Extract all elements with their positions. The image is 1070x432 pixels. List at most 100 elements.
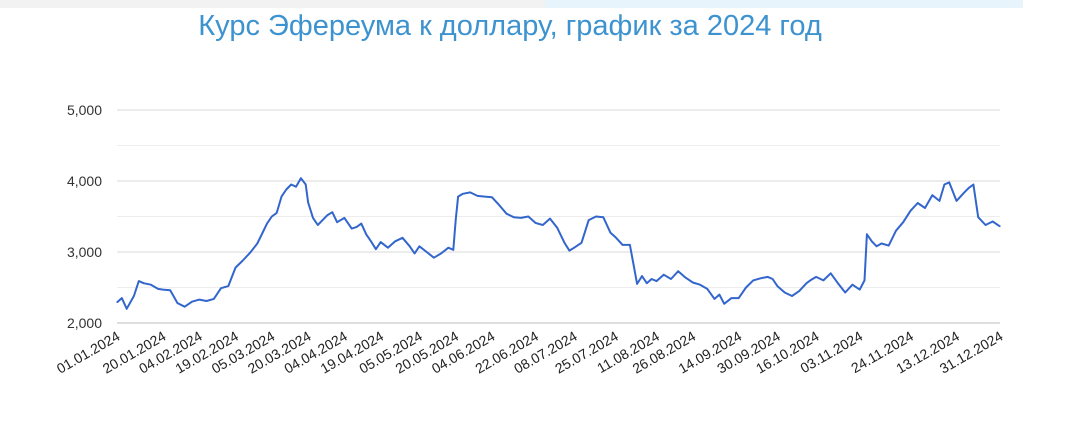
data-point [249, 252, 251, 254]
data-point [365, 233, 367, 235]
data-point [844, 291, 846, 294]
data-point [602, 216, 604, 218]
data-point [888, 245, 890, 247]
data-point [317, 224, 319, 226]
data-point [387, 247, 389, 249]
top-bar-right [545, 0, 1023, 8]
data-point [505, 213, 508, 215]
data-point [876, 245, 878, 247]
data-point [116, 301, 118, 303]
data-point [426, 251, 428, 253]
data-point [256, 242, 258, 245]
data-point [457, 196, 459, 198]
data-point [866, 233, 868, 235]
data-point [300, 177, 302, 179]
data-point [220, 287, 222, 289]
data-point [692, 281, 694, 284]
data-point [433, 257, 435, 259]
data-point [266, 223, 268, 225]
data-point [752, 279, 754, 281]
data-point [138, 280, 140, 282]
data-point [646, 282, 648, 284]
data-point [271, 215, 273, 218]
data-point [184, 306, 186, 308]
data-point [622, 244, 624, 246]
data-point [143, 282, 145, 284]
data-point [917, 202, 919, 204]
data-point [290, 183, 292, 186]
data-point [791, 295, 793, 297]
data-point [663, 274, 665, 276]
data-point [745, 286, 747, 289]
data-point [462, 193, 464, 195]
data-point [776, 285, 779, 287]
data-point [573, 247, 575, 249]
data-point [447, 247, 449, 249]
data-point [150, 284, 152, 286]
data-point [924, 207, 926, 209]
data-point [331, 211, 333, 213]
data-point [588, 219, 590, 221]
series-line [116, 177, 1001, 310]
data-point [440, 252, 442, 254]
data-point [871, 240, 873, 242]
data-point [360, 223, 362, 225]
data-point [999, 225, 1001, 227]
data-point [305, 183, 307, 186]
y-tick-label: 2,000 [67, 315, 102, 331]
data-point [414, 252, 416, 254]
data-point [418, 245, 420, 247]
data-point [370, 240, 372, 242]
data-point [955, 200, 958, 202]
data-point [943, 183, 946, 186]
data-point [931, 194, 933, 196]
data-point [285, 188, 287, 191]
data-point [343, 217, 345, 219]
data-point [322, 219, 324, 221]
data-point [261, 232, 263, 235]
data-point [527, 215, 529, 218]
chart-title: Курс Эфереума к доллару, график за 2024 … [198, 10, 822, 42]
x-axis-ticks: 01.01.202420.01.202404.02.202419.02.2024… [54, 328, 1006, 377]
data-point [595, 215, 597, 218]
data-point [718, 294, 721, 296]
data-point [534, 222, 537, 224]
data-point [972, 183, 975, 186]
data-point [738, 297, 740, 299]
data-point [351, 228, 353, 230]
data-point [767, 276, 769, 278]
data-point [162, 289, 164, 291]
data-point [409, 245, 411, 247]
data-point [699, 284, 701, 286]
series-lines [116, 177, 1001, 310]
data-point [394, 240, 396, 242]
data-point [713, 298, 716, 300]
data-point [176, 302, 179, 304]
data-point [242, 259, 244, 262]
y-axis-ticks: 2,000 3,000 4,000 5,000 [67, 102, 102, 331]
data-point [798, 290, 800, 292]
data-point [549, 218, 551, 220]
data-point [677, 270, 679, 272]
top-bar-left [0, 0, 545, 8]
data-point [784, 291, 786, 294]
y-tick-label: 4,000 [67, 173, 102, 189]
data-point [452, 249, 454, 251]
data-point [963, 192, 965, 194]
data-point [909, 210, 912, 212]
data-point [837, 282, 839, 284]
data-point [312, 217, 314, 219]
data-point [880, 242, 883, 245]
data-point [863, 279, 866, 281]
data-point [723, 303, 725, 305]
data-point [455, 219, 457, 221]
data-point [992, 220, 994, 223]
data-point [169, 289, 171, 291]
data-point [651, 278, 653, 280]
data-point [684, 277, 687, 279]
data-point [614, 236, 617, 238]
data-point [938, 200, 941, 202]
grid-lines [117, 109, 1000, 324]
data-point [984, 224, 987, 226]
